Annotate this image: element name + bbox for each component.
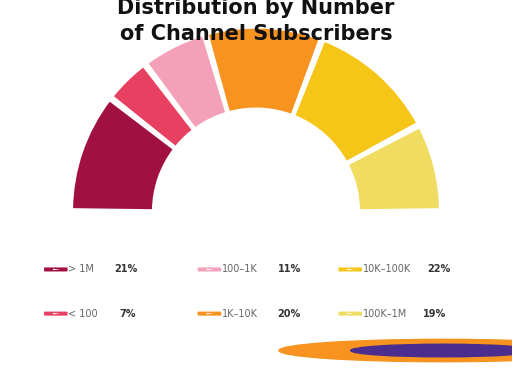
Text: < 100: < 100 [68,309,98,319]
Polygon shape [347,269,354,270]
Text: 7%: 7% [119,309,136,319]
FancyBboxPatch shape [198,312,221,316]
FancyBboxPatch shape [338,268,362,272]
Polygon shape [206,269,214,270]
Polygon shape [53,313,60,314]
Text: 19%: 19% [423,309,446,319]
Wedge shape [348,127,440,210]
FancyBboxPatch shape [338,312,362,316]
Wedge shape [294,41,417,162]
Polygon shape [53,269,60,270]
Text: 21%: 21% [115,265,138,275]
Text: 20%: 20% [278,309,301,319]
Wedge shape [207,28,319,115]
Text: SEMRUSH: SEMRUSH [428,344,497,357]
Wedge shape [147,35,226,128]
Polygon shape [347,313,354,314]
FancyBboxPatch shape [44,268,68,272]
Text: 100K–1M: 100K–1M [362,309,407,319]
Text: 1K–10K: 1K–10K [222,309,258,319]
Text: Distribution by Number
of Channel Subscribers: Distribution by Number of Channel Subscr… [117,0,395,44]
FancyBboxPatch shape [44,312,68,316]
Polygon shape [206,313,214,314]
Text: > 1M: > 1M [68,265,94,275]
Wedge shape [113,66,193,147]
Text: 22%: 22% [428,265,451,275]
FancyBboxPatch shape [198,268,221,272]
Wedge shape [72,100,174,210]
Text: semrush.com: semrush.com [13,346,79,355]
Text: 10K–100K: 10K–100K [362,265,411,275]
Text: 11%: 11% [278,265,301,275]
Text: 100–1K: 100–1K [222,265,258,275]
Circle shape [351,344,512,357]
Circle shape [279,339,512,362]
